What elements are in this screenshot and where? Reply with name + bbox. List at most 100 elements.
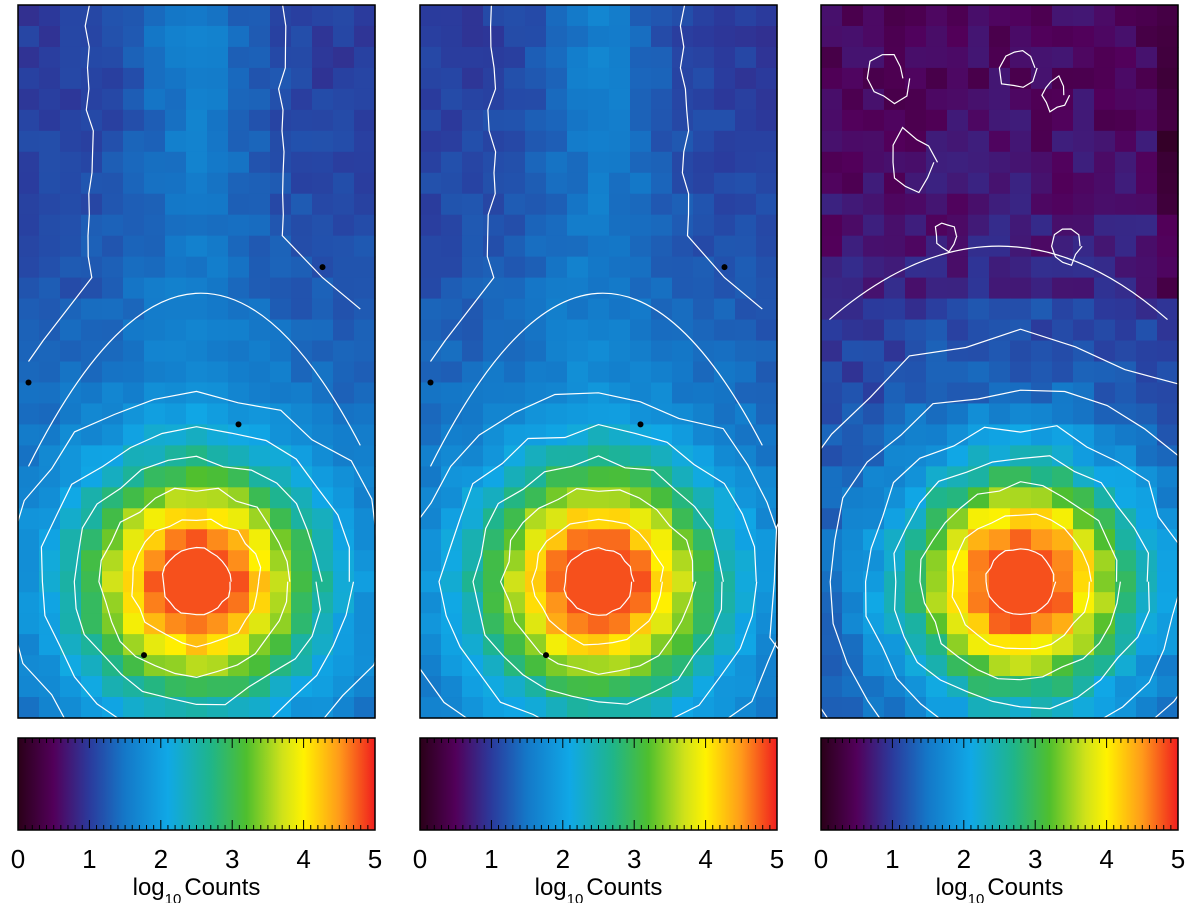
heatmap-cell <box>714 550 736 572</box>
heatmap-cell <box>1115 487 1137 509</box>
heatmap-cell <box>1073 214 1095 237</box>
heatmap-cell <box>462 67 484 90</box>
heatmap-cell <box>1031 529 1053 551</box>
heatmap-cell <box>18 256 40 279</box>
heatmap-cell <box>1031 256 1053 279</box>
heatmap-cell <box>144 382 166 405</box>
heatmap-cell <box>60 256 82 279</box>
heatmap-cell <box>884 25 906 48</box>
heatmap-cell <box>60 655 82 677</box>
heatmap-cell <box>968 130 990 153</box>
heatmap-cell <box>926 445 948 467</box>
heatmap-cell <box>312 466 334 488</box>
heatmap-cell <box>18 193 40 216</box>
heatmap-cell <box>989 88 1011 111</box>
heatmap-cell <box>1073 193 1095 216</box>
heatmap-cell <box>354 235 376 258</box>
heatmap-cell <box>1136 424 1158 446</box>
heatmap-cell <box>525 298 547 321</box>
marker-dot <box>543 652 549 659</box>
heatmap-cell <box>926 655 948 677</box>
heatmap-cell <box>567 487 589 509</box>
heatmap-cell <box>842 676 864 698</box>
heatmap-cell <box>735 466 757 488</box>
heatmap-cell <box>81 5 103 27</box>
contour-line <box>73 455 323 706</box>
heatmap-cell <box>1115 256 1137 279</box>
heatmap-cell <box>186 214 208 237</box>
heatmap-cell <box>546 277 568 300</box>
heatmap-cell <box>462 592 484 614</box>
heatmap-cell <box>123 193 145 216</box>
heatmap-cell <box>714 25 736 48</box>
heatmap-cell <box>420 445 442 467</box>
heatmap-cell <box>651 697 673 719</box>
heatmap-cell <box>60 214 82 237</box>
heatmap-cell <box>504 5 526 27</box>
heatmap-cell <box>462 697 484 719</box>
heatmap-cell <box>291 361 313 384</box>
heatmap-cell <box>483 88 505 111</box>
heatmap-cell <box>270 235 292 258</box>
contour-line <box>131 518 262 648</box>
heatmap-cell <box>39 214 61 237</box>
heatmap-cell <box>905 67 927 90</box>
heatmap-cell <box>651 655 673 677</box>
contour-line <box>499 487 697 675</box>
heatmap-cell <box>270 529 292 551</box>
heatmap-cell <box>504 676 526 698</box>
heatmap-cell <box>81 67 103 90</box>
heatmap-cell <box>863 403 885 426</box>
heatmap-cell <box>60 340 82 363</box>
heatmap-cell <box>1010 151 1032 174</box>
heatmap-cell <box>609 613 631 635</box>
heatmap-cell <box>60 403 82 426</box>
heatmap-cell <box>60 592 82 614</box>
heatmap-cell <box>905 655 927 677</box>
heatmap-cell <box>609 25 631 48</box>
heatmap-cell <box>1031 571 1053 593</box>
heatmap-cell <box>1073 5 1095 27</box>
heatmap-cell <box>735 445 757 467</box>
heatmap-cell <box>1157 298 1179 321</box>
heatmap-cell <box>144 214 166 237</box>
heatmap-cell <box>186 550 208 572</box>
heatmap-cell <box>693 46 715 69</box>
heatmap-cell <box>735 256 757 279</box>
heatmap-cell <box>567 88 589 111</box>
heatmap-cell <box>525 340 547 363</box>
heatmap-cell <box>291 487 313 509</box>
contour-line <box>1041 74 1071 113</box>
heatmap-cell <box>1052 697 1074 719</box>
heatmap-cell <box>714 46 736 69</box>
heatmap-cell <box>81 361 103 384</box>
heatmap-cell <box>1010 424 1032 446</box>
heatmap-cell <box>483 340 505 363</box>
heatmap-cell <box>249 613 271 635</box>
heatmap-cell <box>186 529 208 551</box>
heatmap-cell <box>567 697 589 719</box>
heatmap-cell <box>102 130 124 153</box>
heatmap-cell <box>504 277 526 300</box>
heatmap-cell <box>123 487 145 509</box>
heatmap-cell <box>39 508 61 530</box>
heatmap-cell <box>863 214 885 237</box>
heatmap-cell <box>1157 67 1179 90</box>
heatmap-cell <box>842 529 864 551</box>
heatmap-cell <box>693 529 715 551</box>
heatmap-cell <box>102 508 124 530</box>
heatmap-panel-3 <box>769 4 1199 826</box>
heatmap-cell <box>609 445 631 467</box>
heatmap-cell <box>144 25 166 48</box>
heatmap-cell <box>968 424 990 446</box>
heatmap-cell <box>333 67 355 90</box>
heatmap-cell <box>525 256 547 279</box>
heatmap-cell <box>756 5 778 27</box>
heatmap-cell <box>926 151 948 174</box>
heatmap-cell <box>714 676 736 698</box>
heatmap-cell <box>1010 487 1032 509</box>
heatmap-cell <box>546 697 568 719</box>
heatmap-cell <box>354 403 376 426</box>
heatmap-cell <box>926 172 948 195</box>
heatmap-cell <box>504 172 526 195</box>
